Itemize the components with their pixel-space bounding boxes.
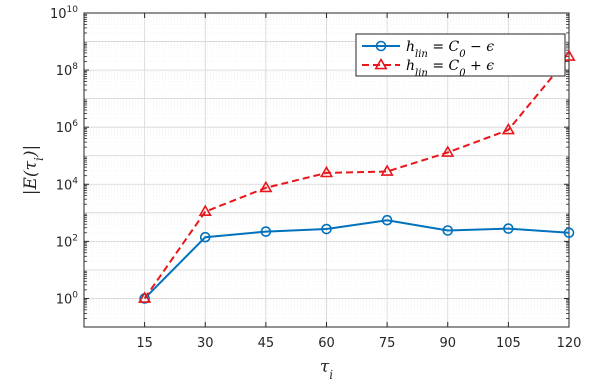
data-point bbox=[259, 180, 273, 193]
data-point bbox=[138, 291, 152, 303]
data-point bbox=[319, 165, 334, 178]
legend-label-series-2: hlin = C0 + ϵ bbox=[406, 58, 494, 79]
y-axis-label: |E(τi)| bbox=[21, 145, 46, 195]
y-tick-label: 1010 bbox=[50, 5, 78, 22]
y-tick-label: 102 bbox=[56, 233, 78, 250]
data-point bbox=[321, 223, 332, 235]
series-2 bbox=[138, 49, 576, 303]
x-axis-label: τi bbox=[320, 357, 333, 382]
series-1-line bbox=[143, 219, 570, 300]
series bbox=[138, 49, 576, 304]
data-point bbox=[442, 225, 454, 236]
x-tick-label: 60 bbox=[318, 336, 335, 351]
x-tick-label: 45 bbox=[258, 336, 275, 351]
x-tick-label: 90 bbox=[439, 336, 456, 351]
data-point bbox=[380, 164, 394, 176]
data-point bbox=[199, 231, 211, 243]
data-point bbox=[260, 226, 272, 237]
x-tick-label: 75 bbox=[379, 336, 396, 351]
x-tick-label: 15 bbox=[136, 336, 153, 351]
legend-marker-series-2 bbox=[374, 57, 388, 70]
x-tick-label: 30 bbox=[197, 336, 214, 351]
y-tick-label: 106 bbox=[56, 119, 79, 136]
data-point bbox=[501, 122, 515, 135]
series-1 bbox=[139, 214, 575, 304]
data-point bbox=[562, 49, 576, 61]
axis-ticks: 15 30 45 60 75 90 105 120 100 102 104 106 108 1010 bbox=[50, 5, 581, 351]
y-tick-label: 100 bbox=[56, 290, 79, 307]
y-tick-label: 108 bbox=[56, 62, 79, 79]
legend-label-series-1: hlin = C0 − ϵ bbox=[406, 39, 494, 60]
data-point bbox=[503, 223, 514, 234]
legend: hlin = C0 − ϵ hlin = C0 + ϵ bbox=[355, 33, 566, 79]
x-tick-label: 120 bbox=[557, 336, 582, 351]
x-tick-label: 105 bbox=[496, 336, 521, 351]
legend-marker-series-1 bbox=[375, 40, 387, 52]
legend-box bbox=[355, 33, 566, 77]
data-point bbox=[381, 214, 393, 226]
legend-entry-series-1: hlin = C0 − ϵ bbox=[362, 39, 494, 60]
data-point bbox=[563, 227, 575, 239]
series-2-line bbox=[143, 55, 570, 300]
data-point bbox=[441, 145, 455, 157]
y-tick-label: 104 bbox=[56, 176, 79, 193]
data-point bbox=[198, 204, 212, 217]
legend-entry-series-2: hlin = C0 + ϵ bbox=[362, 57, 494, 79]
